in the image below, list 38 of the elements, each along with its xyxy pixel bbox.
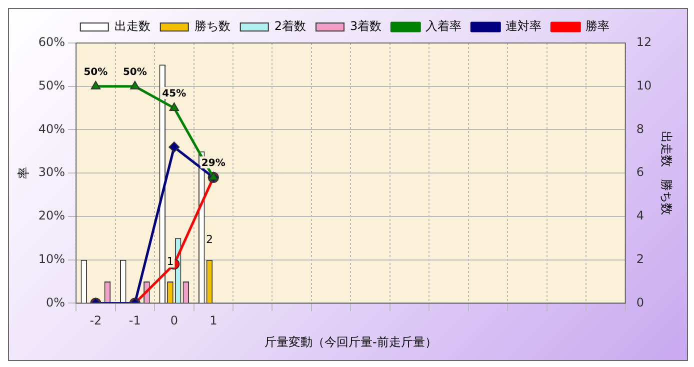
point <box>169 102 179 112</box>
y-tick-label: 10% <box>38 252 66 266</box>
legend-label: 勝率 <box>586 19 610 34</box>
legend-label: 勝ち数 <box>194 19 230 34</box>
y2-tick-label: 6 <box>636 165 644 180</box>
legend-label: 入着率 <box>426 19 462 34</box>
y-axis-title: 率 <box>16 167 30 180</box>
y2-tick-label: 8 <box>636 122 644 136</box>
x-tick-label: -1 <box>128 314 141 328</box>
y2-tick-label: 4 <box>636 208 644 223</box>
y2-tick-label: 12 <box>636 35 652 50</box>
legend-label: 3着数 <box>350 19 382 34</box>
y2-tick-label: 0 <box>636 295 644 310</box>
y-tick-label: 20% <box>38 208 66 223</box>
data-label: 45% <box>162 88 186 100</box>
legend-label: 連対率 <box>506 19 542 34</box>
legend-label: 2着数 <box>274 19 306 34</box>
y2-tick-label: 10 <box>636 78 652 92</box>
point <box>208 172 218 180</box>
data-label: 50% <box>122 66 147 78</box>
data-label: 1 <box>166 254 174 268</box>
y-tick-label: 0% <box>46 295 66 310</box>
y2-axis-title: 出走数 勝ち数 <box>660 131 674 216</box>
x-tick-label: 0 <box>170 314 178 328</box>
y2-tick-label: 2 <box>636 252 644 266</box>
x-axis-title: 斤量変動（今回斤量-前走斤量） <box>264 334 437 349</box>
data-label: 50% <box>84 66 108 78</box>
data-label: 29% <box>201 158 226 170</box>
y-tick-label: 50% <box>38 78 66 92</box>
legend-label: 出走数 <box>114 19 150 34</box>
y-tick-label: 60% <box>38 35 66 50</box>
y-tick-label: 40% <box>38 122 66 136</box>
x-tick-label: -2 <box>90 314 102 328</box>
x-tick-label: 1 <box>210 314 218 328</box>
data-label: 2 <box>206 233 213 246</box>
y-tick-label: 30% <box>38 165 66 180</box>
point <box>130 80 140 90</box>
point <box>90 80 101 90</box>
